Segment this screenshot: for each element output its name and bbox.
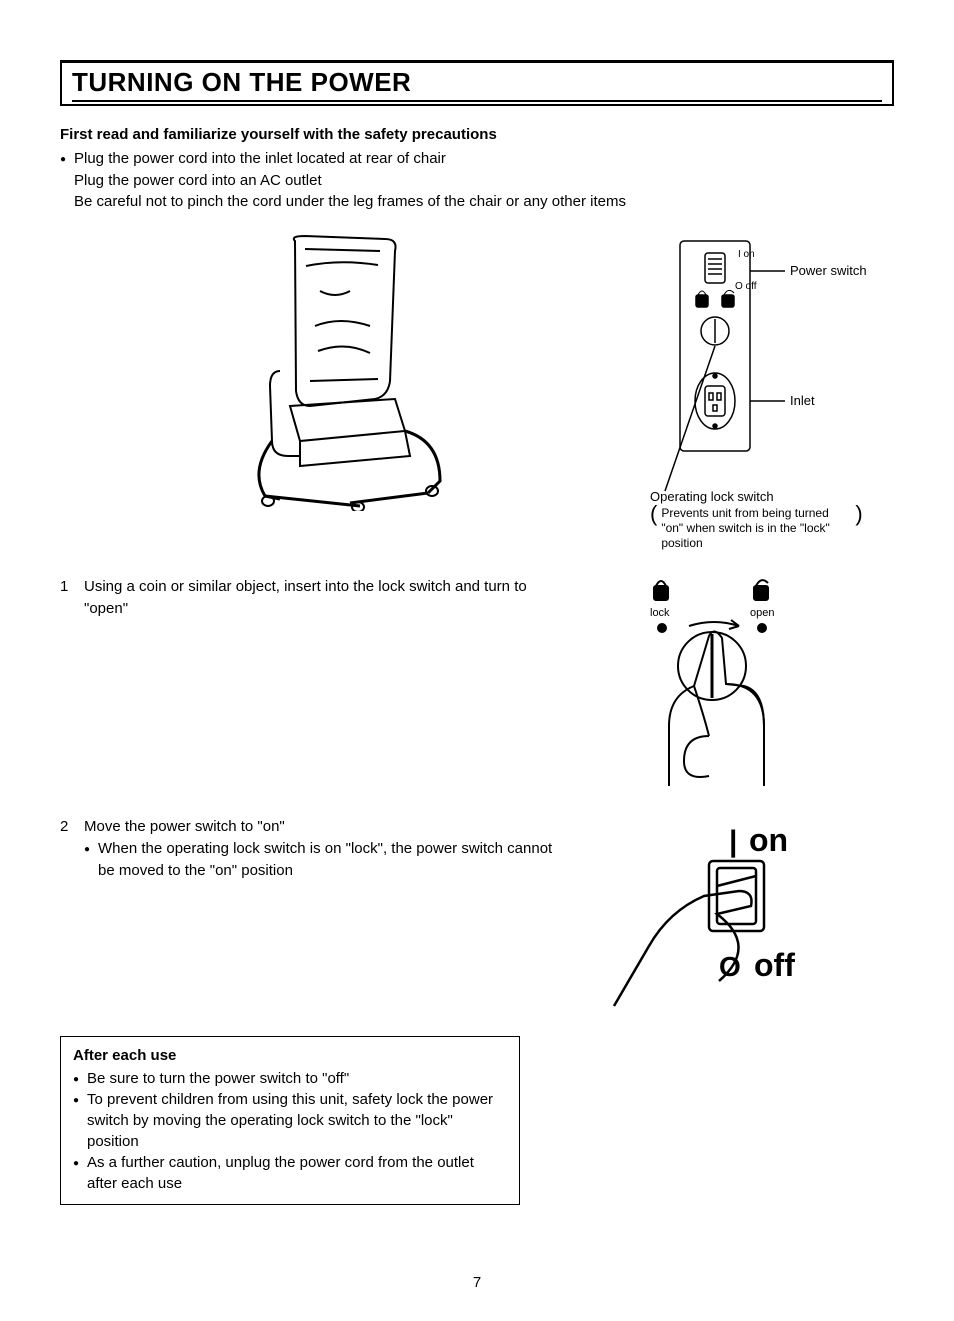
bullet-icon xyxy=(73,1152,87,1194)
chair-illustration xyxy=(60,231,620,546)
intro-lead: First read and familiarize yourself with… xyxy=(60,124,894,146)
step-1: 1 Using a coin or similar object, insert… xyxy=(60,576,894,806)
bullet-icon xyxy=(73,1089,87,1152)
svg-text:O: O xyxy=(719,951,741,982)
after-bullet-2: To prevent children from using this unit… xyxy=(87,1089,507,1152)
step-2-text: Move the power switch to "on" xyxy=(84,816,554,838)
panel-on-tiny: I on xyxy=(738,249,755,260)
on-label: on xyxy=(749,822,788,858)
intro-bullet-text: Plug the power cord into the inlet locat… xyxy=(74,148,894,170)
power-switch-svg: | on O off xyxy=(609,816,839,1016)
page-number: 7 xyxy=(473,1274,481,1291)
step-2-figure: | on O off xyxy=(554,816,894,1016)
figure-row: I on O off Power switch Inlet Operating … xyxy=(60,231,894,546)
after-use-box: After each use Be sure to turn the power… xyxy=(60,1036,520,1205)
off-label: off xyxy=(754,947,795,983)
power-switch-label: Power switch xyxy=(790,263,867,278)
step-1-text: Using a coin or similar object, insert i… xyxy=(84,576,554,806)
section-title: TURNING ON THE POWER xyxy=(72,67,882,102)
intro-line2: Plug the power cord into an AC outlet xyxy=(60,170,894,192)
bullet-icon xyxy=(73,1068,87,1089)
svg-text:|: | xyxy=(729,825,737,858)
control-panel-illustration: I on O off Power switch Inlet Operating … xyxy=(620,231,894,546)
step-2-number: 2 xyxy=(60,816,84,1016)
intro-block: First read and familiarize yourself with… xyxy=(60,124,894,213)
intro-line3: Be careful not to pinch the cord under t… xyxy=(60,191,894,213)
after-use-title: After each use xyxy=(73,1045,507,1066)
after-bullet-1: Be sure to turn the power switch to "off… xyxy=(87,1068,507,1089)
bullet-icon xyxy=(60,148,74,170)
svg-text:open: open xyxy=(750,607,774,619)
step-1-figure: lock open xyxy=(554,576,894,806)
intro-bullet: Plug the power cord into the inlet locat… xyxy=(60,148,894,170)
svg-text:lock: lock xyxy=(650,607,670,619)
inlet-label: Inlet xyxy=(790,393,815,408)
step-2: 2 Move the power switch to "on" When the… xyxy=(60,816,894,1016)
coin-turn-svg: lock open xyxy=(614,576,834,806)
panel-off-tiny: O off xyxy=(735,281,757,292)
step-2-bullet: When the operating lock switch is on "lo… xyxy=(84,838,554,882)
lock-switch-note: Prevents unit from being turned "on" whe… xyxy=(661,506,851,551)
bullet-icon xyxy=(84,838,98,882)
section-title-box: TURNING ON THE POWER xyxy=(60,60,894,106)
lock-switch-title: Operating lock switch xyxy=(650,489,870,504)
step-2-bullet-text: When the operating lock switch is on "lo… xyxy=(98,838,554,882)
chair-svg xyxy=(210,231,470,511)
after-bullet-3: As a further caution, unplug the power c… xyxy=(87,1152,507,1194)
step-1-number: 1 xyxy=(60,576,84,806)
